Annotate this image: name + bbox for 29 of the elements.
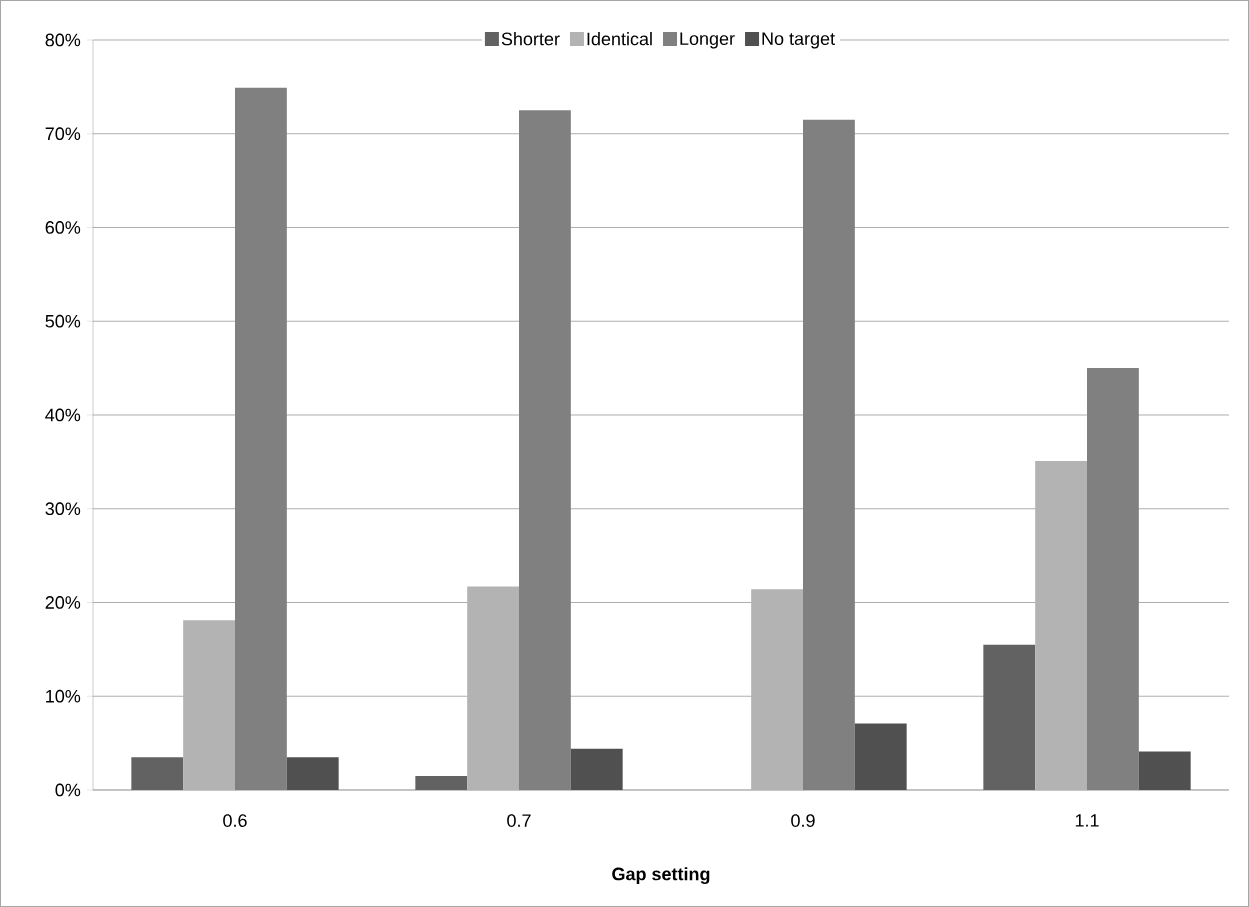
x-axis-title: Gap setting [612, 867, 710, 884]
y-tick-label: 30% [45, 502, 81, 516]
legend-label: Identical [587, 32, 652, 46]
legend-label: Longer [680, 32, 735, 49]
bar [1138, 751, 1191, 790]
x-tick-label: 0.7 [507, 814, 531, 827]
bar [983, 644, 1036, 790]
y-tick-label: 0% [55, 783, 81, 797]
legend-label: Shorter [501, 32, 560, 46]
bar [183, 620, 235, 790]
bar [1035, 460, 1088, 790]
x-tick-label: 0.9 [791, 814, 815, 827]
x-tick-label: 0.6 [223, 814, 247, 827]
y-tick-label: 80% [45, 33, 81, 47]
x-tick-label: 1.1 [1075, 814, 1099, 827]
y-tick-label: 20% [45, 596, 81, 609]
bar [570, 748, 623, 790]
y-tick-label: 10% [46, 689, 81, 703]
bar [286, 757, 339, 790]
legend-label: No target [762, 32, 835, 49]
y-tick-label: 40% [45, 408, 81, 422]
bar [415, 775, 468, 790]
y-tick-label: 70% [45, 127, 81, 141]
y-tick-label: 60% [45, 221, 81, 234]
y-tick-label: 50% [45, 314, 81, 328]
bar [131, 757, 184, 790]
bar [467, 586, 519, 790]
bar [751, 589, 803, 790]
bar [854, 723, 907, 790]
